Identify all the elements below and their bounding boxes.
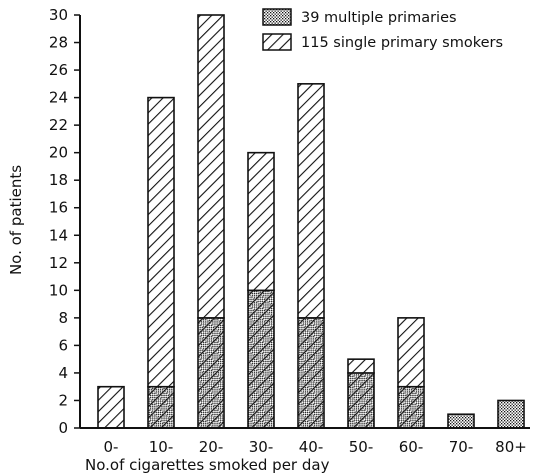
x-tick-label: 10- bbox=[149, 438, 174, 456]
y-tick-label: 16 bbox=[49, 199, 68, 217]
bar-single-primary-1 bbox=[147, 96, 175, 388]
y-tick-label: 12 bbox=[49, 254, 68, 272]
y-tick-label: 8 bbox=[58, 309, 68, 327]
y-tick-label: 4 bbox=[58, 364, 68, 382]
bar-single-primary-4 bbox=[297, 83, 325, 319]
bars-group bbox=[97, 14, 525, 429]
legend-label-multiple-primaries: 39 multiple primaries bbox=[301, 10, 457, 26]
y-tick-label: 30 bbox=[49, 6, 68, 24]
x-tick-label: 50- bbox=[349, 438, 374, 456]
y-axis-label: No. of patients bbox=[7, 165, 25, 275]
y-tick-label: 26 bbox=[49, 61, 68, 79]
bar-single-primary-3 bbox=[247, 151, 275, 292]
bar-multiple-primaries-1 bbox=[147, 385, 175, 429]
y-tick-label: 6 bbox=[58, 336, 68, 354]
x-ticks-group: 0- 10- 20- 30- 40- 50- 60- 70- 80+ bbox=[104, 438, 527, 456]
x-tick-label: 80+ bbox=[495, 438, 527, 456]
y-tick-label: 2 bbox=[58, 391, 68, 409]
legend-swatch-single-primary bbox=[262, 33, 292, 51]
x-tick-label: 20- bbox=[199, 438, 224, 456]
bar-multiple-primaries-8 bbox=[497, 399, 525, 429]
y-tick-label: 10 bbox=[49, 281, 68, 299]
x-tick-label: 40- bbox=[299, 438, 324, 456]
x-tick-label: 30- bbox=[249, 438, 274, 456]
y-tick-label: 18 bbox=[49, 171, 68, 189]
bar-multiple-primaries-7 bbox=[447, 413, 475, 429]
bar-multiple-primaries-2 bbox=[197, 317, 225, 429]
bar-multiple-primaries-6 bbox=[397, 385, 425, 429]
x-tick-label: 70- bbox=[449, 438, 474, 456]
x-axis-label: No.of cigarettes smoked per day bbox=[85, 456, 330, 474]
bar-single-primary-2 bbox=[197, 14, 225, 319]
y-tick-label: 0 bbox=[58, 419, 68, 437]
y-tick-label: 14 bbox=[49, 226, 68, 244]
bar-multiple-primaries-3 bbox=[247, 289, 275, 429]
legend: 39 multiple primaries 115 single primary… bbox=[262, 8, 503, 51]
bar-single-primary-5 bbox=[347, 358, 375, 374]
y-tick-label: 20 bbox=[49, 144, 68, 162]
x-tick-label: 0- bbox=[104, 438, 119, 456]
bar-single-primary-0 bbox=[97, 385, 125, 429]
y-tick-label: 28 bbox=[49, 34, 68, 52]
legend-swatch-multiple-primaries bbox=[262, 8, 292, 26]
legend-label-single-primary: 115 single primary smokers bbox=[301, 35, 503, 51]
bar-single-primary-6 bbox=[397, 317, 425, 388]
bar-multiple-primaries-4 bbox=[297, 317, 325, 429]
y-tick-label: 24 bbox=[49, 89, 68, 107]
y-tick-label: 22 bbox=[49, 116, 68, 134]
x-tick-label: 60- bbox=[399, 438, 424, 456]
bar-multiple-primaries-5 bbox=[347, 372, 375, 429]
